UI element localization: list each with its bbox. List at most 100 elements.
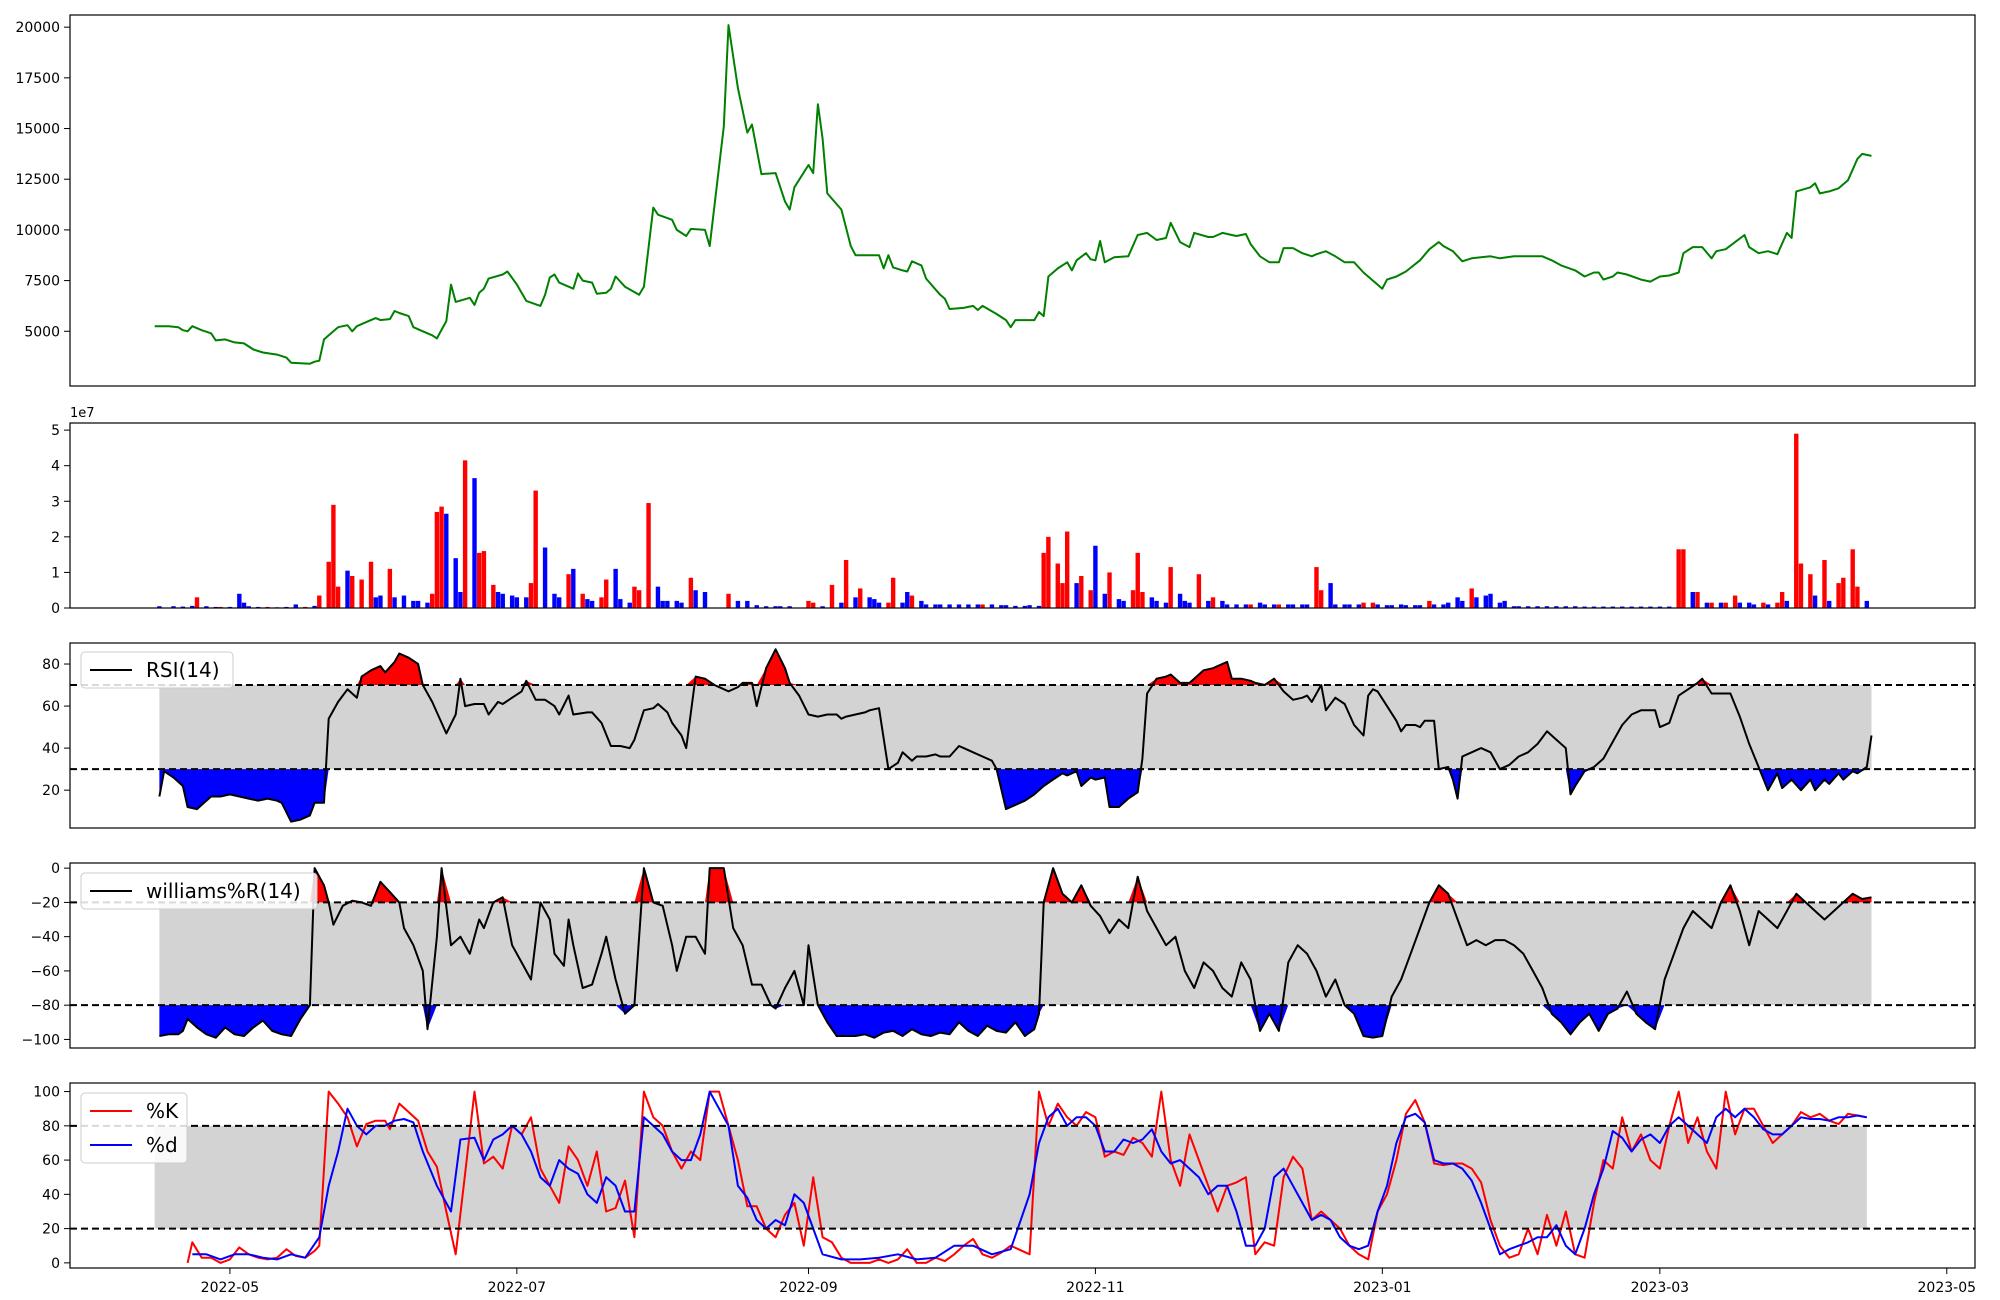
- rsi-plot-layer: [70, 648, 1975, 823]
- x-tick-label: 2023-05: [1918, 1280, 1977, 1296]
- volume-bar: [1572, 606, 1578, 608]
- d-line: [192, 1090, 1867, 1261]
- volume-bar: [1022, 605, 1028, 608]
- rsi-legend-label: RSI(14): [146, 658, 220, 682]
- volume-bar: [839, 602, 844, 608]
- volume-bar: [1784, 600, 1790, 608]
- volume-bar: [1342, 604, 1347, 608]
- y-tick-label: 17500: [15, 71, 60, 87]
- volume-bar: [1182, 600, 1187, 608]
- williams-legend: williams%R(14): [80, 872, 318, 910]
- williams-line: [159, 867, 1872, 1039]
- y-tick-label: 5: [51, 423, 60, 439]
- volume-bar: [1286, 604, 1291, 608]
- volume-bar: [387, 568, 393, 608]
- overbought-fill: [159, 868, 1872, 903]
- volume-bar: [604, 579, 609, 608]
- volume-bar: [434, 511, 440, 608]
- volume-bar: [1850, 549, 1855, 608]
- volume-bar: [1657, 606, 1663, 608]
- stochastic-panel: 0 20 40 60 80 100 2022-05 2022-07 2022-09 2022-1…: [33, 1082, 1977, 1296]
- volume-bar: [1474, 597, 1479, 608]
- price-plot-layer: [154, 24, 1872, 365]
- volume-bar: [528, 583, 534, 608]
- volume-bar: [627, 602, 632, 608]
- y-tick-label: 0: [51, 601, 60, 617]
- price-panel: 5000 7500 10000 12500 15000 17500 20000: [15, 14, 1976, 387]
- volume-bar: [378, 595, 383, 608]
- volume-bar: [1271, 604, 1277, 608]
- volume-bar: [1116, 599, 1122, 608]
- volume-bar: [735, 600, 741, 608]
- volume-bar: [1177, 593, 1183, 608]
- y-tick-label: 80: [42, 657, 60, 673]
- volume-bar: [1243, 604, 1249, 608]
- volume-bar: [886, 602, 891, 608]
- volume-bar: [858, 588, 863, 608]
- volume-bar: [1516, 606, 1521, 608]
- volume-bar: [425, 602, 430, 608]
- volume-bar: [1398, 604, 1404, 608]
- volume-bar: [1107, 572, 1112, 608]
- volume-bar: [1610, 606, 1616, 608]
- y-tick-label: 1: [51, 565, 60, 581]
- volume-bar: [1149, 597, 1155, 608]
- volume-bar: [1826, 600, 1832, 608]
- volume-bar: [180, 606, 186, 608]
- volume-bar: [1300, 604, 1305, 608]
- volume-bar: [246, 606, 251, 608]
- y-tick-label: 0: [51, 1256, 60, 1272]
- volume-bar: [787, 606, 792, 608]
- volume-bar: [905, 591, 910, 608]
- volume-bar: [1154, 600, 1159, 608]
- volume-bar: [157, 606, 162, 608]
- y-tick-label: 60: [42, 699, 60, 715]
- volume-bar: [500, 593, 505, 608]
- y-tick-label: 0: [51, 861, 60, 877]
- x-tick-label: 2022-11: [1066, 1280, 1125, 1296]
- y-tick-label: −60: [30, 964, 60, 980]
- volume-bar: [556, 597, 562, 608]
- price-line: [154, 24, 1872, 365]
- volume-bar: [495, 591, 501, 608]
- volume-bar: [1822, 559, 1827, 608]
- volume-bar: [1779, 591, 1785, 608]
- volume-bar: [317, 595, 322, 608]
- volume-bar: [599, 597, 604, 608]
- volume-bar: [1855, 586, 1860, 608]
- neutral-band-fill: [159, 902, 1872, 1006]
- volume-bar: [900, 602, 905, 608]
- y-tick-label: 80: [42, 1119, 60, 1135]
- volume-bar: [1704, 602, 1710, 608]
- volume-bar: [1445, 602, 1451, 608]
- volume-bar: [980, 604, 985, 608]
- volume-bar: [876, 602, 882, 608]
- volume-bar: [1041, 552, 1046, 608]
- y-tick-label: 4: [51, 459, 60, 475]
- volume-bar: [1525, 606, 1531, 608]
- k-line: [186, 1090, 1867, 1264]
- volume-bar: [1554, 606, 1559, 608]
- volume-bar: [660, 600, 665, 608]
- volume-bar: [542, 547, 548, 608]
- volume-bar: [947, 604, 952, 608]
- y-tick-label: 12500: [15, 172, 60, 188]
- volume-bar: [453, 558, 458, 608]
- volume-bar: [1413, 605, 1418, 608]
- volume-bar: [1582, 606, 1587, 608]
- y-tick-label: −100: [22, 1032, 60, 1048]
- volume-bar: [1102, 593, 1108, 608]
- volume-bar: [1060, 583, 1065, 608]
- volume-bar: [966, 604, 971, 608]
- volume-bar: [1384, 605, 1390, 608]
- volume-bar: [1027, 605, 1032, 608]
- volume-bar: [1140, 591, 1145, 608]
- volume-bar: [566, 574, 571, 608]
- volume-axes-frame: [69, 422, 1976, 609]
- volume-bar: [919, 600, 924, 608]
- volume-bar: [843, 559, 849, 608]
- volume-bar: [1620, 606, 1625, 608]
- volume-bar: [194, 597, 200, 608]
- volume-bar: [763, 606, 769, 608]
